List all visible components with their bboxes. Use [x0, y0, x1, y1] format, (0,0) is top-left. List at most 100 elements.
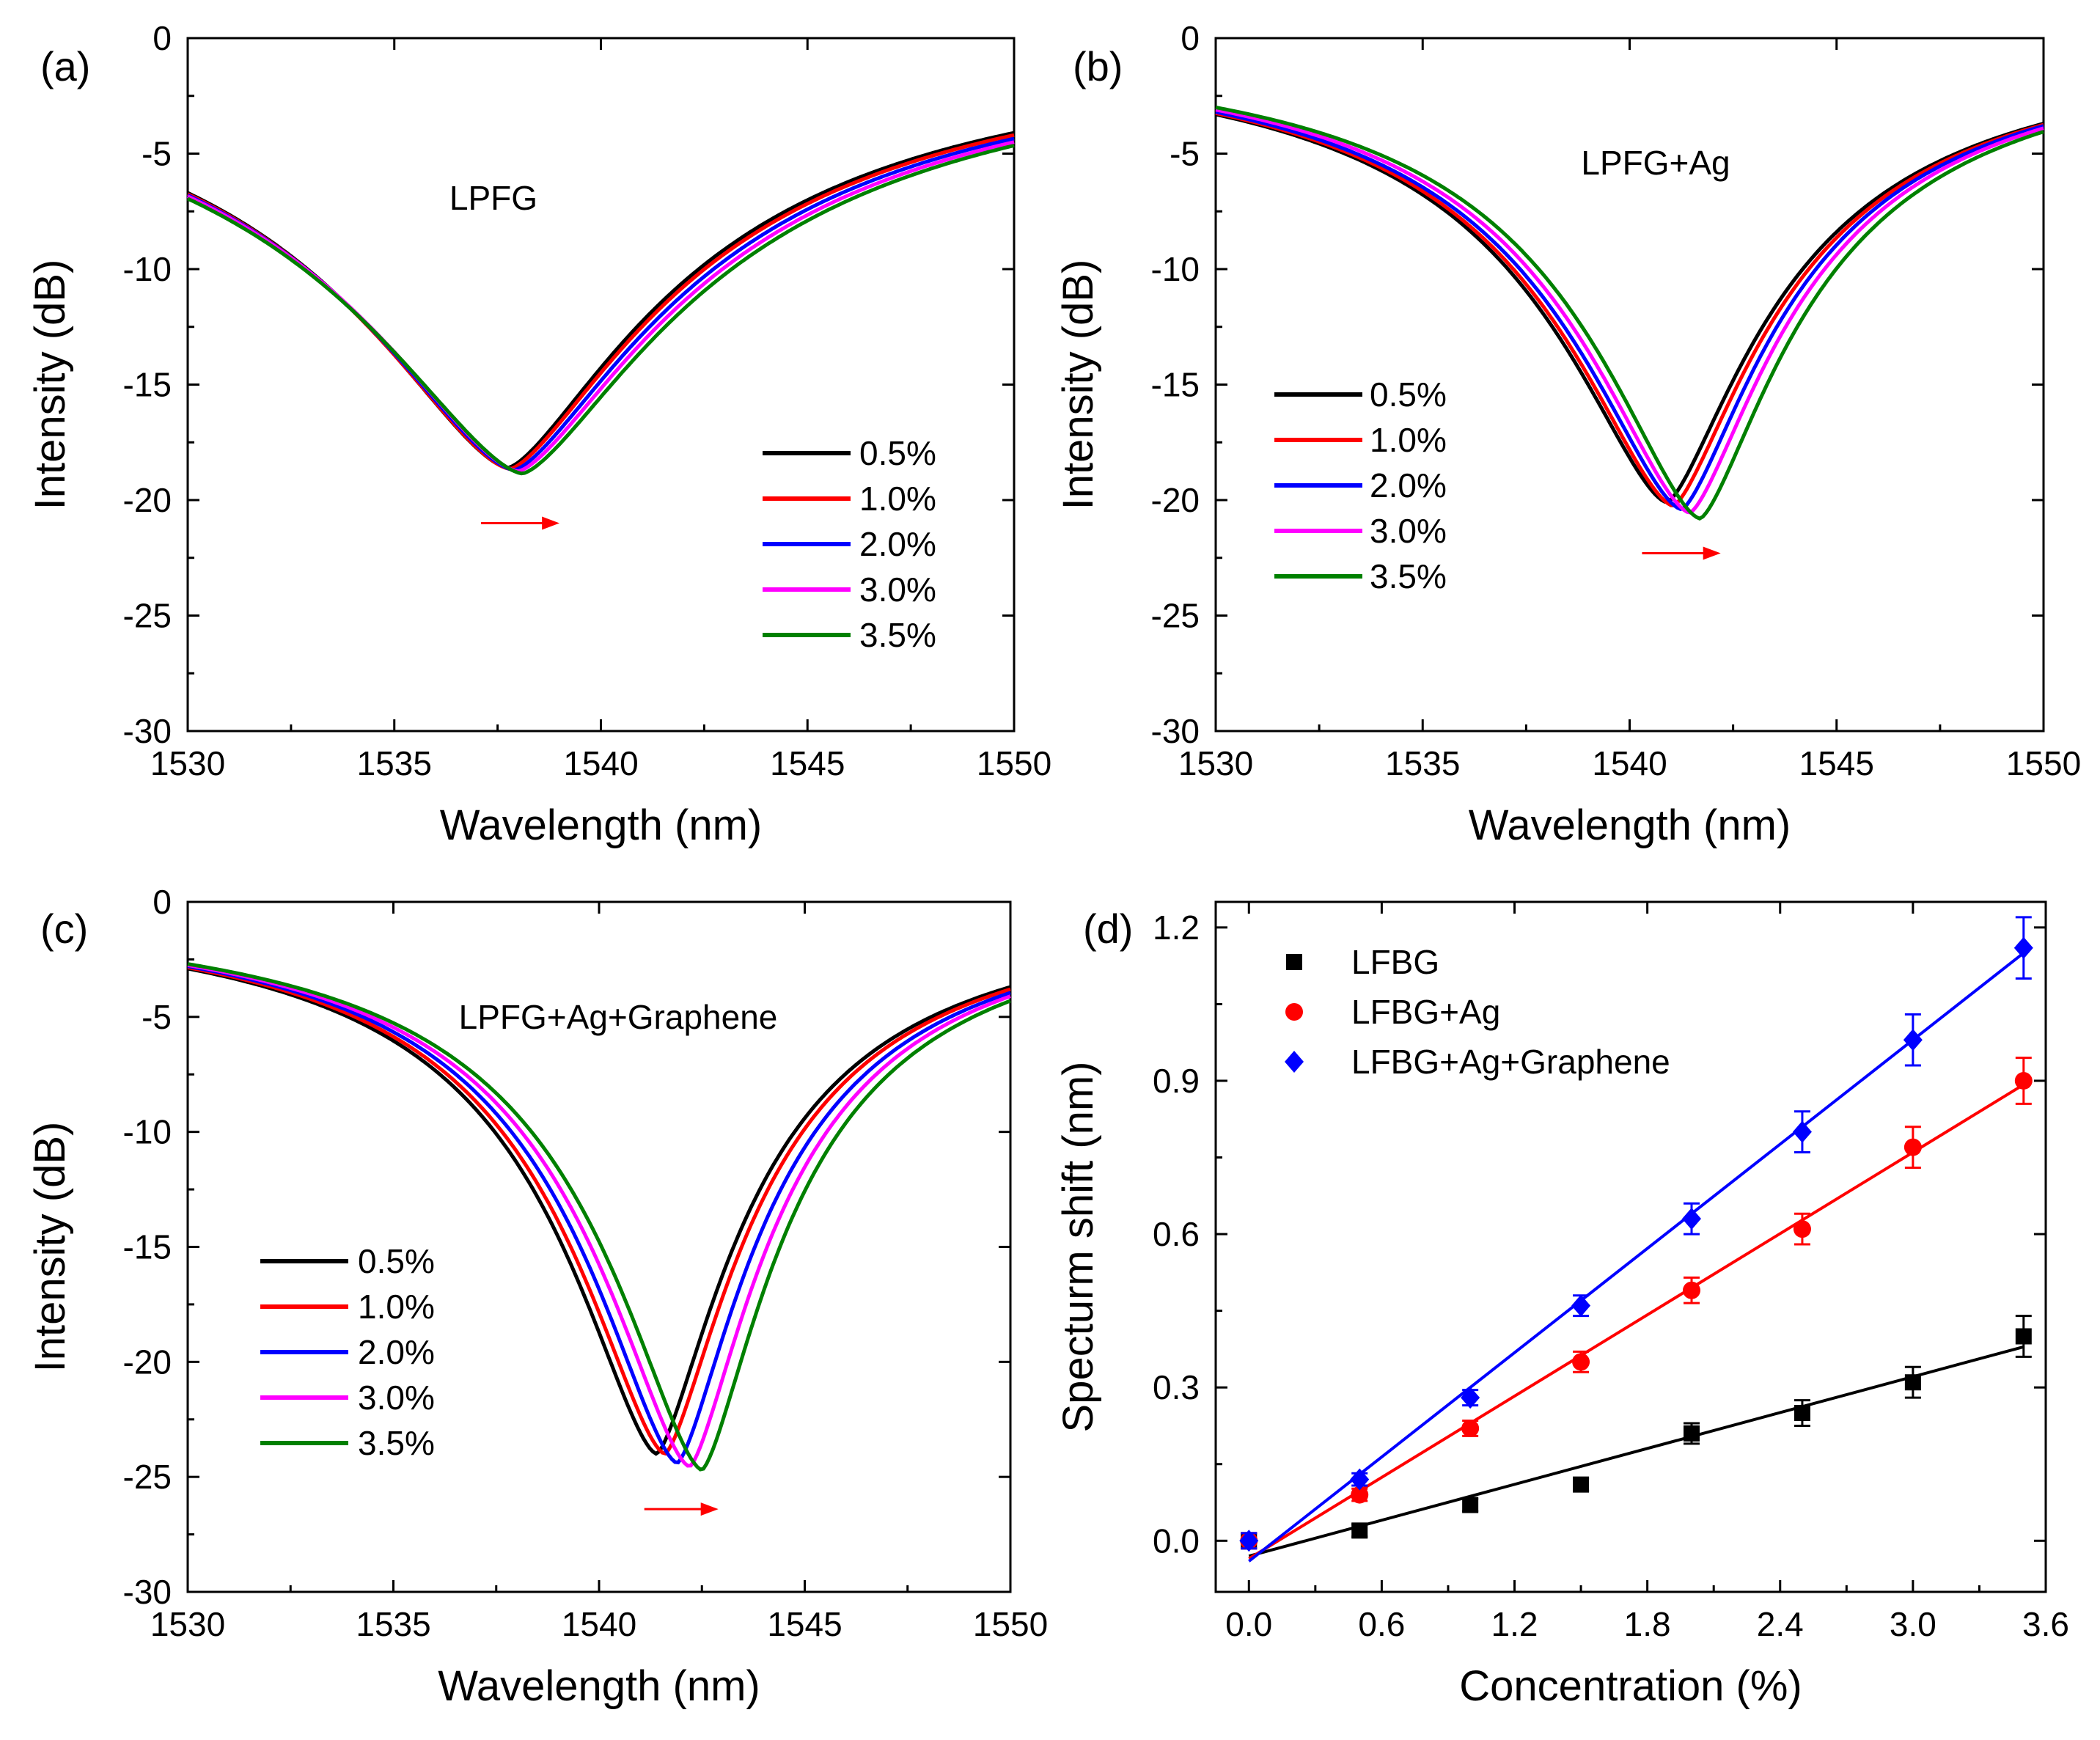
y-tick-label: -10 [1151, 250, 1200, 288]
data-point [1683, 1281, 1701, 1299]
data-point [1794, 1405, 1810, 1422]
panel-3-legend: LFBG LFBG+Ag LFBG+Ag+Graphene [1285, 943, 1670, 1081]
data-point [1903, 1029, 1923, 1051]
legend-label: 3.5% [358, 1424, 435, 1462]
y-tick-label: -10 [123, 250, 172, 288]
legend-label: 3.5% [859, 616, 936, 654]
x-axis-title: Wavelength (nm) [438, 1662, 760, 1710]
legend-label: 0.5% [859, 434, 936, 472]
panel-3-plot [1239, 916, 2033, 1563]
series-line-1.0% [1215, 111, 2044, 507]
x-tick-label: 1545 [1799, 744, 1874, 782]
panel-0-axes: 1530 1535 1540 1545 1550 0 -5 -10 -15 -20 -25 -30 Wa… [26, 19, 1051, 849]
x-tick-label: 1530 [150, 744, 225, 782]
panel-3-frame [1214, 900, 2047, 1593]
y-tick-label: -5 [142, 135, 172, 173]
series-line-3.5% [186, 144, 1015, 476]
data-point [1461, 1387, 1480, 1409]
y-tick-label: -25 [123, 597, 172, 635]
legend-label: LFBG+Ag+Graphene [1351, 1043, 1670, 1081]
y-tick-label: -30 [123, 1573, 172, 1611]
y-tick-label: 0.3 [1153, 1368, 1200, 1406]
data-point [1351, 1486, 1369, 1504]
y-tick-label: 1.2 [1153, 908, 1200, 947]
x-tick-label: 3.0 [1890, 1605, 1936, 1643]
series-line-1.0% [187, 965, 1011, 1456]
panel-label: (d) [1083, 906, 1133, 952]
y-tick-label: -20 [123, 1343, 172, 1381]
legend-label: LFBG [1351, 943, 1439, 981]
panel-1-legend: 0.5% 1.0% 2.0% 3.0% 3.5% [1274, 375, 1447, 595]
y-tick-label: -30 [123, 712, 172, 750]
data-point [1573, 1476, 1590, 1493]
data-point [1793, 1220, 1811, 1238]
y-axis-title: Specturm shift (nm) [1054, 1062, 1102, 1433]
series-line-3.5% [1215, 106, 2044, 521]
panel-0-legend: 0.5% 1.0% 2.0% 3.0% 3.5% [763, 434, 936, 654]
data-point [1904, 1374, 1921, 1391]
legend-label: 0.5% [358, 1242, 435, 1280]
x-tick-label: 1535 [357, 744, 432, 782]
data-point [1792, 1120, 1812, 1143]
y-axis-title: Intensity (dB) [26, 260, 74, 510]
y-tick-label: -20 [1151, 481, 1200, 519]
x-tick-label: 1540 [562, 1605, 636, 1643]
legend-label: 3.0% [1370, 512, 1447, 550]
legend-label: 3.0% [358, 1379, 435, 1417]
x-tick-label: 0.6 [1358, 1605, 1405, 1643]
data-point [1571, 1294, 1591, 1317]
legend-label: 2.0% [358, 1333, 435, 1371]
x-axis-title: Wavelength (nm) [440, 801, 762, 849]
x-axis-title: Concentration (%) [1459, 1662, 1802, 1710]
shift-arrow-head [700, 1502, 719, 1516]
series-line-1.0% [186, 133, 1015, 471]
data-point [1903, 1138, 1922, 1156]
y-tick-label: -15 [1151, 366, 1200, 404]
shift-arrow-head [1703, 546, 1721, 560]
legend-label: 2.0% [859, 525, 936, 563]
y-axis-title: Intensity (dB) [1054, 260, 1102, 510]
data-point [2013, 936, 2033, 959]
x-tick-label: 1540 [1592, 744, 1667, 782]
panel-0-plot: LPFG [186, 131, 1015, 530]
x-tick-label: 1550 [977, 744, 1051, 782]
y-tick-label: -25 [123, 1458, 172, 1496]
x-tick-label: 1550 [973, 1605, 1048, 1643]
y-tick-label: -5 [1170, 135, 1200, 173]
data-point [1572, 1353, 1590, 1371]
data-point [1350, 1468, 1370, 1491]
panel-annotation: LPFG+Ag [1581, 144, 1730, 182]
fit-line-LFBG+Ag+Graphene [1248, 952, 2025, 1563]
x-tick-label: 1535 [356, 1605, 430, 1643]
legend-marker [1285, 1003, 1303, 1021]
y-tick-label: 0 [153, 19, 172, 57]
data-point [2015, 1328, 2032, 1345]
y-tick-label: 0.0 [1153, 1521, 1200, 1560]
y-tick-label: -15 [123, 1228, 172, 1266]
y-axis-title: Intensity (dB) [26, 1122, 74, 1373]
y-tick-label: -5 [142, 998, 172, 1036]
legend-label: 1.0% [1370, 421, 1447, 459]
panel-annotation: LPFG+Ag+Graphene [459, 998, 778, 1036]
x-tick-label: 0.0 [1225, 1605, 1272, 1643]
fit-line-LFBG [1248, 1345, 2024, 1558]
x-tick-label: 3.6 [2022, 1605, 2069, 1643]
fit-line-LFBG+Ag [1248, 1083, 2024, 1560]
series-line-2.0% [1215, 110, 2044, 512]
x-tick-label: 1530 [1178, 744, 1253, 782]
legend-label: 3.5% [1370, 557, 1447, 595]
panel-2-legend: 0.5% 1.0% 2.0% 3.0% 3.5% [260, 1242, 435, 1462]
data-point [1239, 1530, 1259, 1552]
panel-3-axes: 0.0 0.6 1.2 1.8 2.4 3.0 3.6 0.0 0.3 0.6 0.9 1.2 Conc… [1054, 900, 2069, 1710]
x-tick-label: 1550 [2006, 744, 2081, 782]
legend-label: 1.0% [358, 1288, 435, 1326]
legend-label: 2.0% [1370, 466, 1447, 504]
data-point [1461, 1419, 1480, 1437]
panel-label: (a) [40, 43, 90, 89]
legend-marker [1285, 1051, 1304, 1073]
legend-marker [1286, 954, 1302, 970]
x-axis-title: Wavelength (nm) [1469, 801, 1791, 849]
data-point [1462, 1497, 1479, 1513]
legend-label: 1.0% [859, 480, 936, 518]
